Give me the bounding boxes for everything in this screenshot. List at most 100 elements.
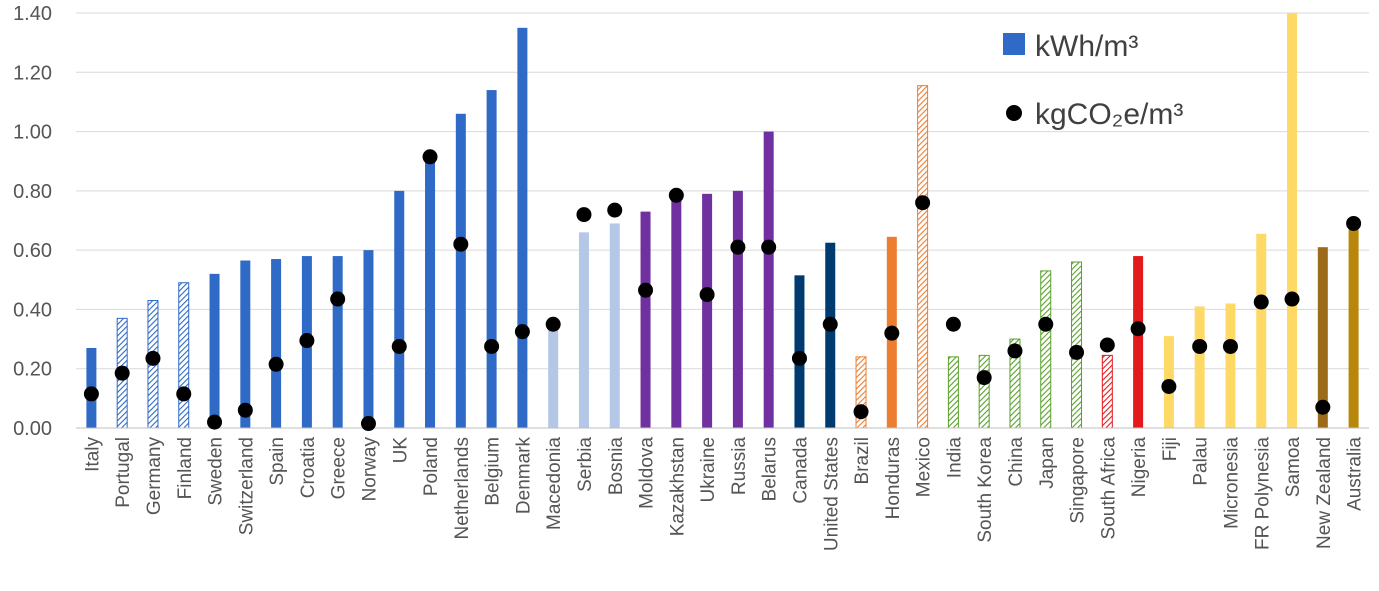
bar-new-zealand	[1317, 247, 1328, 428]
bar-kazakhstan	[671, 193, 682, 428]
bar-uk	[394, 190, 405, 428]
legend-swatch-kgco2e	[1006, 105, 1022, 121]
bar-russia	[732, 190, 743, 428]
dot-china	[1007, 343, 1023, 359]
x-tick-label: Denmark	[513, 437, 534, 515]
x-tick-label: Moldova	[637, 437, 658, 509]
dot-russia	[730, 239, 746, 255]
bar-sweden	[209, 273, 220, 428]
bar-greece	[332, 256, 343, 428]
x-tick-label: South Korea	[975, 437, 996, 543]
bar-belarus	[763, 131, 774, 429]
dot-mexico	[915, 195, 931, 211]
legend-label-kgco2e: kgCO₂e/m³	[1035, 98, 1183, 131]
bar-japan	[1040, 270, 1052, 429]
dot-singapore	[1069, 344, 1085, 360]
x-tick-label: Nigeria	[1129, 437, 1150, 498]
bar-spain	[271, 259, 282, 428]
dot-croatia	[299, 333, 315, 349]
bar-finland	[178, 282, 190, 429]
dot-denmark	[514, 324, 530, 340]
bar-united-states	[825, 242, 836, 428]
x-tick-label: Australia	[1345, 437, 1366, 511]
dot-australia	[1346, 215, 1362, 231]
dot-honduras	[884, 325, 900, 341]
dot-macedonia	[545, 316, 561, 332]
dot-ukraine	[699, 287, 715, 303]
x-tick-label: Croatia	[298, 437, 319, 499]
bar-samoa	[1287, 13, 1298, 428]
dot-japan	[1038, 316, 1054, 332]
x-tick-label: Belgium	[483, 437, 504, 506]
dot-moldova	[638, 282, 654, 298]
x-tick-label: Serbia	[575, 437, 596, 492]
dot-norway	[360, 416, 376, 432]
dot-greece	[330, 291, 346, 307]
bar-india	[947, 356, 959, 429]
x-tick-label: Germany	[144, 437, 165, 516]
x-tick-label: Poland	[421, 437, 442, 496]
x-tick-label: Spain	[267, 437, 288, 486]
dot-switzerland	[237, 402, 253, 418]
dot-bosnia	[607, 202, 623, 218]
x-tick-label: South Africa	[1098, 437, 1119, 540]
x-tick-label: Samoa	[1283, 437, 1304, 498]
x-tick-label: Switzerland	[236, 437, 257, 535]
dot-serbia	[576, 207, 592, 223]
dot-samoa	[1284, 291, 1300, 307]
bar-australia	[1348, 229, 1359, 428]
dot-spain	[268, 356, 284, 372]
bar-palau	[1194, 306, 1205, 428]
x-tick-label: Japan	[1037, 437, 1058, 489]
y-tick-label: 1.20	[13, 62, 52, 84]
y-tick-label: 0.00	[13, 418, 52, 440]
bar-belgium	[486, 90, 497, 429]
dot-nigeria	[1130, 321, 1146, 337]
bar-poland	[425, 161, 436, 428]
bar-south-africa	[1101, 354, 1113, 429]
x-tick-label: FR Polynesia	[1252, 437, 1273, 550]
bar-denmark	[517, 27, 528, 428]
dot-brazil	[853, 404, 869, 420]
x-tick-label: Portugal	[113, 437, 134, 508]
bar-macedonia	[548, 327, 559, 428]
bar-mexico	[917, 85, 929, 429]
x-tick-label: New Zealand	[1314, 437, 1335, 549]
y-axis: 0.00 0.20 0.40 0.60 0.80 1.00 1.20 1.40	[13, 3, 52, 440]
x-tick-label: India	[944, 437, 965, 479]
x-tick-label: Fiji	[1160, 437, 1181, 461]
dot-canada	[791, 350, 807, 366]
y-tick-label: 1.00	[13, 122, 52, 144]
y-tick-label: 0.40	[13, 299, 52, 321]
x-tick-label: Netherlands	[452, 437, 473, 539]
x-tick-label: Honduras	[883, 437, 904, 519]
bar-switzerland	[240, 260, 251, 428]
x-tick-label: Ukraine	[698, 437, 719, 502]
y-tick-label: 0.60	[13, 240, 52, 262]
dot-fr-polynesia	[1253, 294, 1269, 310]
x-tick-label: UK	[390, 437, 411, 464]
dot-new-zealand	[1315, 399, 1331, 415]
x-tick-label: Norway	[359, 437, 380, 502]
legend-label-kwh: kWh/m³	[1035, 30, 1138, 63]
dot-belarus	[761, 239, 777, 255]
dot-united-states	[822, 316, 838, 332]
bar-ukraine	[702, 193, 713, 428]
legend-swatch-kwh	[1003, 33, 1025, 55]
x-tick-label: Finland	[175, 437, 196, 499]
x-tick-label: Italy	[82, 437, 103, 472]
grid-lines	[76, 12, 1369, 370]
dot-belgium	[484, 338, 500, 354]
dot-south-korea	[976, 370, 992, 386]
bar-bosnia	[609, 223, 620, 428]
bar-moldova	[640, 211, 651, 428]
x-tick-label: Micronesia	[1221, 437, 1242, 529]
x-tick-label: United States	[821, 437, 842, 551]
x-tick-label: Canada	[790, 437, 811, 504]
y-tick-label: 0.80	[13, 181, 52, 203]
dot-finland	[176, 386, 192, 402]
x-tick-label: Bosnia	[606, 437, 627, 496]
legend: kWh/m³ kgCO₂e/m³	[1003, 30, 1183, 131]
x-tick-label: Macedonia	[544, 437, 565, 530]
